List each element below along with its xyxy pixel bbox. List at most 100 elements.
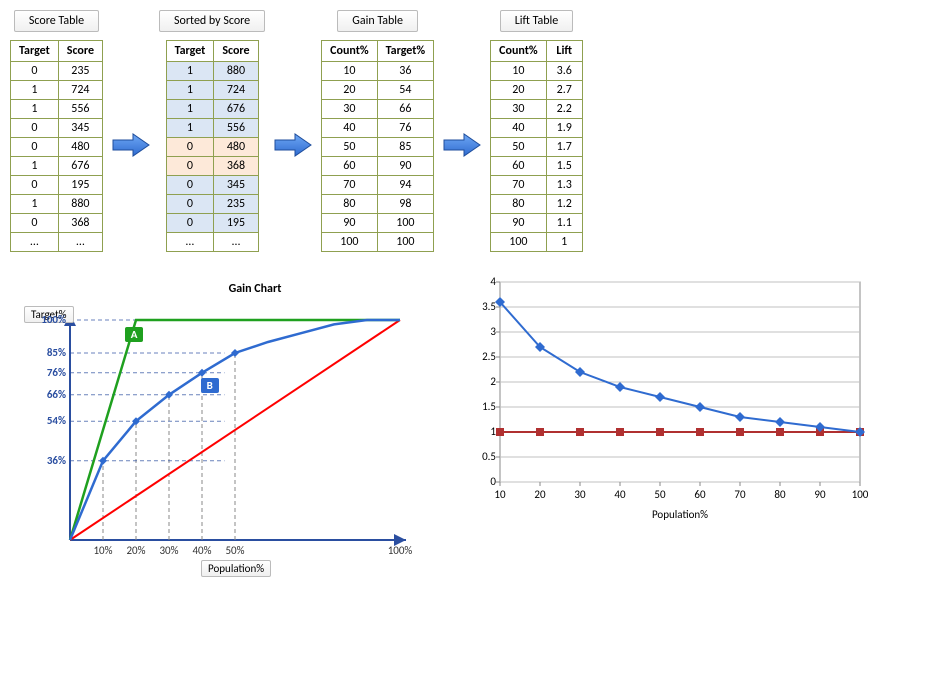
gain-x-axis-label: Population%: [201, 560, 271, 577]
table-cell: 1: [11, 81, 59, 100]
table-cell: 2.7: [546, 81, 582, 100]
table-cell: 235: [58, 62, 102, 81]
table-cell: 1: [166, 62, 214, 81]
table-cell: 100: [377, 214, 434, 233]
table-row: 1724: [166, 81, 258, 100]
gain-region-badge: B: [201, 378, 219, 393]
gain-chart-title: Gain Chart: [70, 282, 440, 296]
lift-table-title: Lift Table: [500, 10, 574, 32]
lift-x-tick: 20: [528, 488, 552, 501]
table-cell: …: [58, 233, 102, 252]
arrow-1: [111, 10, 151, 160]
table-cell: 60: [322, 157, 377, 176]
table-cell: 100: [491, 233, 546, 252]
gain-y-tick: 36%: [30, 454, 66, 467]
lift-x-tick: 10: [488, 488, 512, 501]
table-cell: 1.3: [546, 176, 582, 195]
table-row: ……: [166, 233, 258, 252]
lift-x-axis-label: Population%: [630, 508, 730, 521]
table-cell: 235: [214, 195, 258, 214]
gain-y-tick: 76%: [30, 366, 66, 379]
table-row: 0195: [166, 214, 258, 233]
table-cell: 1: [166, 81, 214, 100]
lift-y-tick: 1.5: [472, 400, 496, 413]
table-cell: 20: [322, 81, 377, 100]
table-cell: …: [11, 233, 59, 252]
column-header: Count%: [491, 41, 546, 62]
table-row: 7094: [322, 176, 434, 195]
score-table-block: Score Table TargetScore02351724155603450…: [10, 10, 103, 252]
table-row: 0480: [11, 138, 103, 157]
table-row: 4076: [322, 119, 434, 138]
table-cell: 94: [377, 176, 434, 195]
lift-table: Count%Lift103.6202.7302.2401.9501.7601.5…: [490, 40, 583, 252]
table-row: 1724: [11, 81, 103, 100]
table-cell: 40: [491, 119, 546, 138]
table-cell: 0: [11, 214, 59, 233]
table-cell: 10: [491, 62, 546, 81]
column-header: Lift: [546, 41, 582, 62]
lift-x-tick: 70: [728, 488, 752, 501]
table-cell: 676: [58, 157, 102, 176]
lift-y-tick: 4: [472, 275, 496, 288]
table-cell: 1.7: [546, 138, 582, 157]
table-cell: 195: [58, 176, 102, 195]
lift-x-tick: 40: [608, 488, 632, 501]
table-row: 100100: [322, 233, 434, 252]
table-cell: 80: [491, 195, 546, 214]
table-cell: 2.2: [546, 100, 582, 119]
table-cell: 50: [491, 138, 546, 157]
gain-x-tick: 40%: [187, 544, 217, 557]
table-row: 0345: [11, 119, 103, 138]
table-cell: 0: [166, 195, 214, 214]
lift-x-tick: 80: [768, 488, 792, 501]
table-cell: 10: [322, 62, 377, 81]
table-cell: 480: [214, 138, 258, 157]
column-header: Count%: [322, 41, 377, 62]
lift-x-tick: 30: [568, 488, 592, 501]
table-cell: 3.6: [546, 62, 582, 81]
table-row: 1676: [166, 100, 258, 119]
table-cell: 90: [377, 157, 434, 176]
table-cell: …: [166, 233, 214, 252]
column-header: Target%: [377, 41, 434, 62]
table-row: 0480: [166, 138, 258, 157]
table-row: ……: [11, 233, 103, 252]
table-cell: 724: [58, 81, 102, 100]
sorted-table-title: Sorted by Score: [159, 10, 265, 32]
gain-x-tick: 20%: [121, 544, 151, 557]
lift-x-tick: 60: [688, 488, 712, 501]
table-row: 401.9: [491, 119, 583, 138]
lift-x-tick: 50: [648, 488, 672, 501]
gain-x-tick: 10%: [88, 544, 118, 557]
lift-y-tick: 2: [472, 375, 496, 388]
table-cell: 100: [322, 233, 377, 252]
table-row: 5085: [322, 138, 434, 157]
table-cell: 66: [377, 100, 434, 119]
score-table: TargetScore02351724155603450480167601951…: [10, 40, 103, 252]
gain-x-tick: 50%: [220, 544, 250, 557]
gain-y-tick: 85%: [30, 346, 66, 359]
gain-table: Count%Target%103620543066407650856090709…: [321, 40, 434, 252]
table-cell: …: [214, 233, 258, 252]
table-cell: 0: [11, 176, 59, 195]
gain-y-tick: 66%: [30, 388, 66, 401]
table-cell: 36: [377, 62, 434, 81]
table-row: 0368: [166, 157, 258, 176]
column-header: Target: [11, 41, 59, 62]
table-row: 901.1: [491, 214, 583, 233]
table-row: 103.6: [491, 62, 583, 81]
gain-x-tick: 100%: [385, 544, 415, 557]
arrow-2: [273, 10, 313, 160]
table-row: 601.5: [491, 157, 583, 176]
table-cell: 85: [377, 138, 434, 157]
table-cell: 556: [214, 119, 258, 138]
table-cell: 20: [491, 81, 546, 100]
table-row: 1036: [322, 62, 434, 81]
column-header: Score: [58, 41, 102, 62]
lift-y-tick: 1: [472, 425, 496, 438]
table-row: 202.7: [491, 81, 583, 100]
table-row: 6090: [322, 157, 434, 176]
table-cell: 724: [214, 81, 258, 100]
table-cell: 368: [214, 157, 258, 176]
